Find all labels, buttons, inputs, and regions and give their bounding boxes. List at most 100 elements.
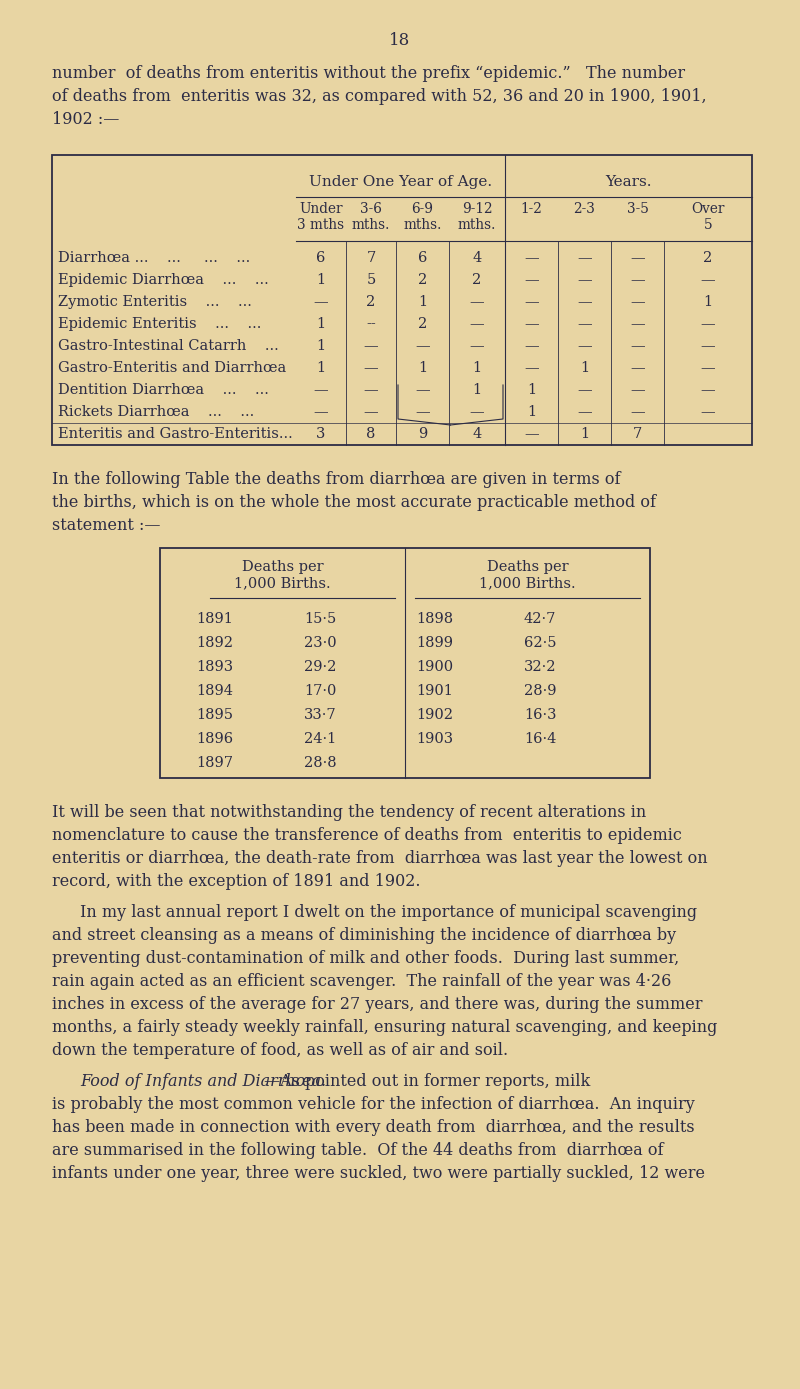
- Text: —: —: [630, 317, 645, 331]
- Text: 2: 2: [366, 294, 376, 308]
- Text: —: —: [701, 406, 715, 419]
- Text: 1894: 1894: [197, 683, 234, 699]
- Text: —: —: [701, 383, 715, 397]
- Text: Years.: Years.: [606, 175, 652, 189]
- Text: —: —: [577, 294, 592, 308]
- Text: —: —: [577, 274, 592, 288]
- Text: 42·7: 42·7: [524, 613, 556, 626]
- Text: —: —: [364, 383, 378, 397]
- Text: —: —: [630, 339, 645, 353]
- Text: 1: 1: [580, 426, 589, 440]
- Text: Under
3 mths: Under 3 mths: [298, 201, 345, 232]
- Text: statement :—: statement :—: [52, 517, 161, 533]
- Text: 1-2: 1-2: [521, 201, 542, 217]
- Text: 1: 1: [317, 361, 326, 375]
- Text: —: —: [470, 294, 484, 308]
- Text: Gastro-Intestinal Catarrh    ...: Gastro-Intestinal Catarrh ...: [58, 339, 278, 353]
- Text: Deaths per
1,000 Births.: Deaths per 1,000 Births.: [479, 560, 576, 590]
- Text: 1: 1: [580, 361, 589, 375]
- Text: 18: 18: [390, 32, 410, 49]
- Text: 6: 6: [316, 251, 326, 265]
- Text: 6: 6: [418, 251, 427, 265]
- Text: —: —: [630, 361, 645, 375]
- Text: 1897: 1897: [197, 756, 234, 770]
- Bar: [52, 156, 752, 444]
- Text: 4: 4: [472, 426, 482, 440]
- Text: —: —: [577, 406, 592, 419]
- Text: 1: 1: [418, 294, 427, 308]
- Text: infants under one year, three were suckled, two were partially suckled, 12 were: infants under one year, three were suckl…: [52, 1165, 705, 1182]
- Text: —: —: [630, 406, 645, 419]
- Text: of deaths from  enteritis was 32, as compared with 52, 36 and 20 in 1900, 1901,: of deaths from enteritis was 32, as comp…: [52, 88, 706, 106]
- Text: 2: 2: [418, 274, 427, 288]
- Text: —: —: [524, 317, 539, 331]
- Text: 1: 1: [473, 383, 482, 397]
- Text: 2: 2: [703, 251, 713, 265]
- Text: Dentition Diarrhœa    ...    ...: Dentition Diarrhœa ... ...: [58, 383, 269, 397]
- Text: 2: 2: [418, 317, 427, 331]
- Text: —: —: [364, 406, 378, 419]
- Text: —: —: [630, 294, 645, 308]
- Text: —: —: [524, 339, 539, 353]
- Text: rain again acted as an efficient scavenger.  The rainfall of the year was 4·26: rain again acted as an efficient scaveng…: [52, 974, 671, 990]
- Text: 2-3: 2-3: [574, 201, 595, 217]
- Text: number  of deaths from enteritis without the prefix “epidemic.”   The number: number of deaths from enteritis without …: [52, 65, 685, 82]
- Text: record, with the exception of 1891 and 1902.: record, with the exception of 1891 and 1…: [52, 874, 421, 890]
- Text: It will be seen that notwithstanding the tendency of recent alterations in: It will be seen that notwithstanding the…: [52, 804, 646, 821]
- Text: 15·5: 15·5: [304, 613, 336, 626]
- Text: 29·2: 29·2: [304, 660, 336, 674]
- Text: Over
5: Over 5: [691, 201, 725, 232]
- Text: 1892: 1892: [197, 636, 234, 650]
- Text: 1: 1: [317, 339, 326, 353]
- Text: 16·4: 16·4: [524, 732, 556, 746]
- Text: —: —: [524, 426, 539, 440]
- Text: —: —: [314, 406, 328, 419]
- Text: —: —: [364, 361, 378, 375]
- Text: has been made in connection with every death from  diarrhœa, and the results: has been made in connection with every d…: [52, 1120, 694, 1136]
- Text: is probably the most common vehicle for the infection of diarrhœa.  An inquiry: is probably the most common vehicle for …: [52, 1096, 694, 1113]
- Text: 8: 8: [366, 426, 376, 440]
- Text: 7: 7: [633, 426, 642, 440]
- Text: --: --: [366, 317, 376, 331]
- Text: 1895: 1895: [197, 708, 234, 722]
- Text: 1: 1: [317, 317, 326, 331]
- Text: 1891: 1891: [197, 613, 234, 626]
- Text: 28·8: 28·8: [304, 756, 336, 770]
- Text: 32·2: 32·2: [524, 660, 556, 674]
- Text: preventing dust-contamination of milk and other foods.  During last summer,: preventing dust-contamination of milk an…: [52, 950, 679, 967]
- Text: —: —: [524, 274, 539, 288]
- Text: 1899: 1899: [417, 636, 454, 650]
- Text: 3-6
mths.: 3-6 mths.: [352, 201, 390, 232]
- Text: 16·3: 16·3: [524, 708, 556, 722]
- Text: Zymotic Enteritis    ...    ...: Zymotic Enteritis ... ...: [58, 294, 252, 308]
- Text: In the following Table the deaths from diarrhœa are given in terms of: In the following Table the deaths from d…: [52, 471, 621, 488]
- Text: Rickets Diarrhœa    ...    ...: Rickets Diarrhœa ... ...: [58, 406, 254, 419]
- Text: —: —: [701, 339, 715, 353]
- Text: —: —: [470, 317, 484, 331]
- Text: 1: 1: [418, 361, 427, 375]
- Text: 62·5: 62·5: [524, 636, 556, 650]
- Text: 5: 5: [366, 274, 376, 288]
- Text: 28·9: 28·9: [524, 683, 556, 699]
- Text: enteritis or diarrhœa, the death-rate from  diarrhœa was last year the lowest on: enteritis or diarrhœa, the death-rate fr…: [52, 850, 708, 867]
- Text: —: —: [630, 383, 645, 397]
- Text: —: —: [524, 294, 539, 308]
- Text: 23·0: 23·0: [304, 636, 336, 650]
- Text: —: —: [314, 383, 328, 397]
- Text: Under One Year of Age.: Under One Year of Age.: [309, 175, 492, 189]
- Text: —: —: [415, 406, 430, 419]
- Text: 17·0: 17·0: [304, 683, 336, 699]
- Text: 33·7: 33·7: [304, 708, 336, 722]
- Text: —: —: [470, 339, 484, 353]
- Text: 2: 2: [472, 274, 482, 288]
- Text: —: —: [415, 339, 430, 353]
- Text: Gastro-Enteritis and Diarrhœa: Gastro-Enteritis and Diarrhœa: [58, 361, 286, 375]
- Text: 1: 1: [527, 406, 536, 419]
- Text: 1898: 1898: [417, 613, 454, 626]
- Text: 1: 1: [527, 383, 536, 397]
- Text: —: —: [701, 317, 715, 331]
- Text: —: —: [577, 317, 592, 331]
- Text: 9: 9: [418, 426, 427, 440]
- Text: —: —: [630, 274, 645, 288]
- Text: —: —: [470, 406, 484, 419]
